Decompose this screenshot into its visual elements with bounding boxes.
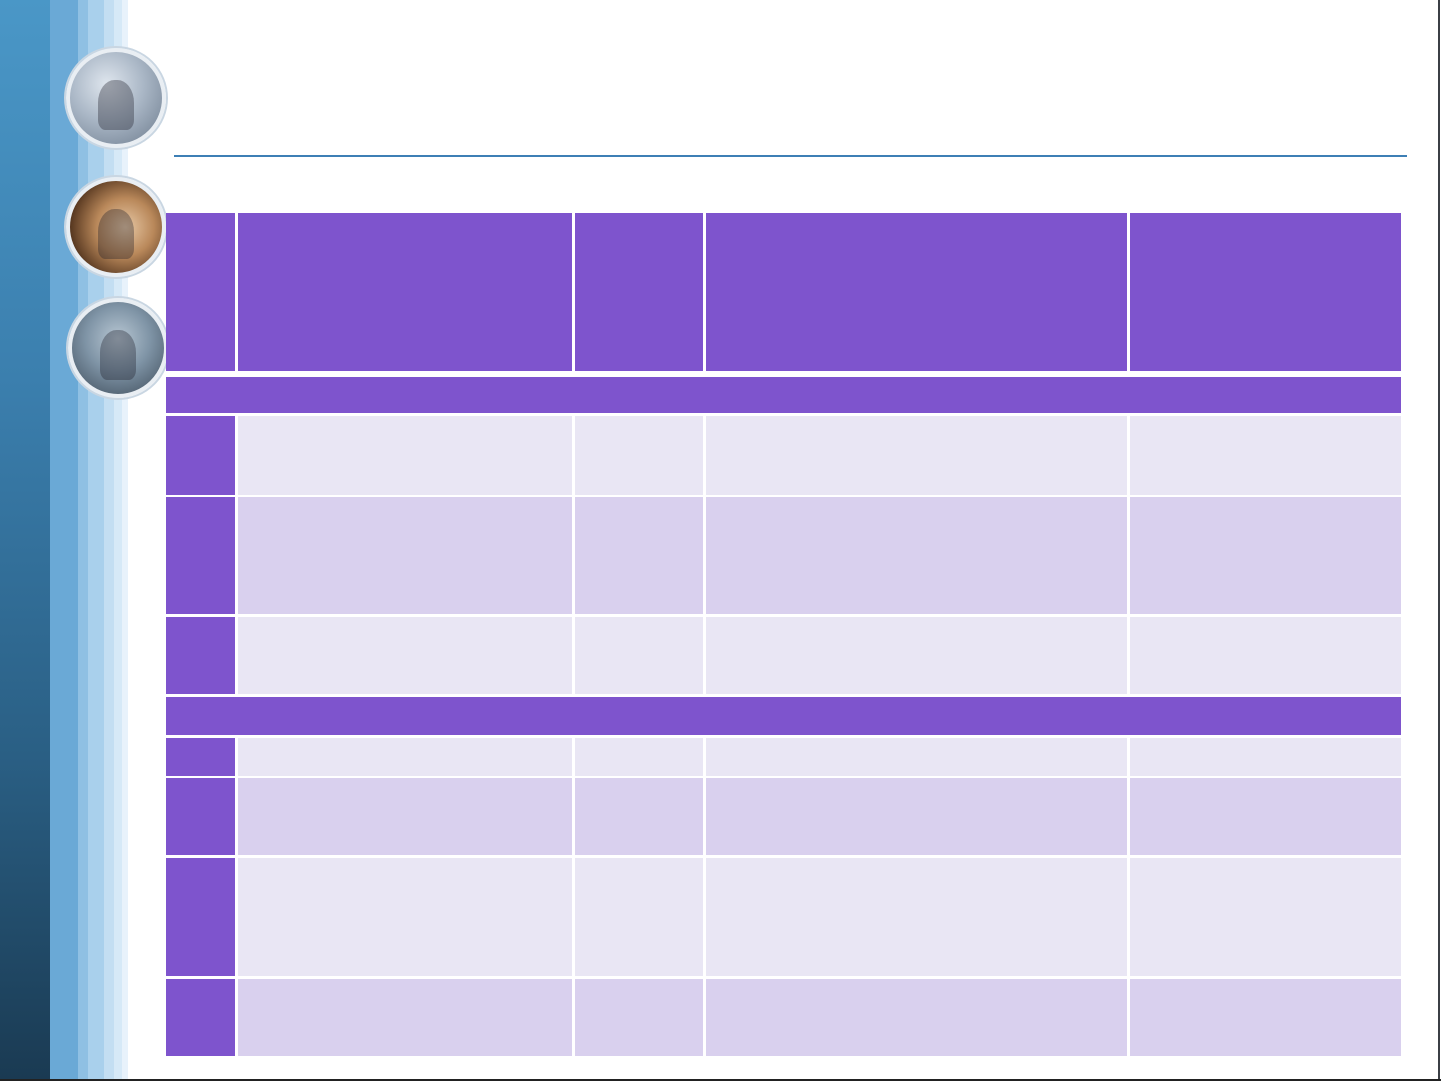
table-row: [166, 416, 1401, 495]
section-band: [166, 377, 1401, 413]
table-cell: [706, 778, 1127, 855]
table-cell: [238, 858, 572, 976]
table-cell: [706, 497, 1127, 614]
table-cell: [166, 778, 235, 855]
slide-edge: [1438, 0, 1440, 1081]
slide-edge: [0, 1079, 1441, 1081]
table-cell: [238, 497, 572, 614]
table-cell: [166, 979, 235, 1056]
left-stripe: [88, 0, 104, 1081]
table-cell: [166, 738, 235, 776]
table-row: [166, 979, 1401, 1056]
table-cell: [1130, 858, 1401, 976]
table-cell: [238, 416, 572, 495]
left-stripe: [78, 0, 88, 1081]
table-cell: [706, 858, 1127, 976]
table-cell: [706, 416, 1127, 495]
left-stripe: [104, 0, 114, 1081]
table-row: [166, 778, 1401, 855]
header-cell: [1130, 213, 1401, 371]
slide-title: [180, 60, 1380, 140]
walking-businessmen-photo: [68, 298, 168, 398]
table-cell: [706, 738, 1127, 776]
left-stripe-dark: [0, 0, 50, 1081]
table-cell: [166, 617, 235, 694]
table-cell: [1130, 497, 1401, 614]
table-cell: [575, 738, 703, 776]
table-cell: [575, 778, 703, 855]
table-row: [166, 738, 1401, 776]
table-cell: [238, 738, 572, 776]
table-cell: [706, 979, 1127, 1056]
table-cell: [238, 979, 572, 1056]
handshake-photo: [66, 48, 166, 148]
business-people-photo: [66, 177, 166, 277]
table-row: [166, 617, 1401, 694]
table-cell: [238, 778, 572, 855]
table-cell: [166, 416, 235, 495]
header-cell: [166, 213, 235, 371]
table-cell: [575, 617, 703, 694]
table-row: [166, 858, 1401, 976]
title-rule: [174, 155, 1407, 157]
table-cell: [575, 979, 703, 1056]
table-header-row: [166, 213, 1401, 371]
table-cell: [238, 617, 572, 694]
section-band: [166, 697, 1401, 735]
table-cell: [1130, 738, 1401, 776]
table-cell: [1130, 979, 1401, 1056]
table-cell: [166, 497, 235, 614]
table-cell: [575, 858, 703, 976]
table-cell: [1130, 617, 1401, 694]
table-cell: [575, 497, 703, 614]
table-cell: [166, 858, 235, 976]
table-cell: [706, 617, 1127, 694]
left-stripe: [122, 0, 128, 1081]
table-cell: [575, 416, 703, 495]
left-stripe: [114, 0, 122, 1081]
table-cell: [1130, 778, 1401, 855]
header-cell: [238, 213, 572, 371]
header-cell: [706, 213, 1127, 371]
header-cell: [575, 213, 703, 371]
table-row: [166, 497, 1401, 614]
table-cell: [1130, 416, 1401, 495]
left-stripe: [50, 0, 78, 1081]
